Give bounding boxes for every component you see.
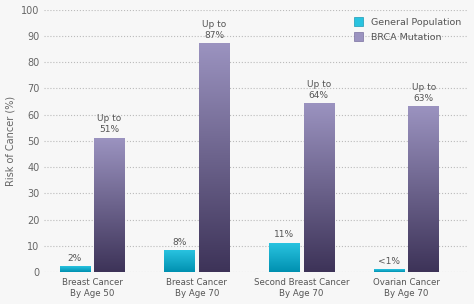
Text: <1%: <1% bbox=[378, 257, 401, 265]
Text: Up to
64%: Up to 64% bbox=[307, 80, 331, 100]
Text: Up to
63%: Up to 63% bbox=[411, 83, 436, 103]
Y-axis label: Risk of Cancer (%): Risk of Cancer (%) bbox=[6, 96, 16, 186]
Legend: General Population, BRCA Mutation: General Population, BRCA Mutation bbox=[351, 14, 464, 44]
Text: Up to
87%: Up to 87% bbox=[202, 20, 226, 40]
Text: 2%: 2% bbox=[68, 254, 82, 263]
Text: Up to
51%: Up to 51% bbox=[97, 114, 121, 134]
Text: 11%: 11% bbox=[274, 230, 294, 239]
Text: 8%: 8% bbox=[173, 238, 187, 247]
